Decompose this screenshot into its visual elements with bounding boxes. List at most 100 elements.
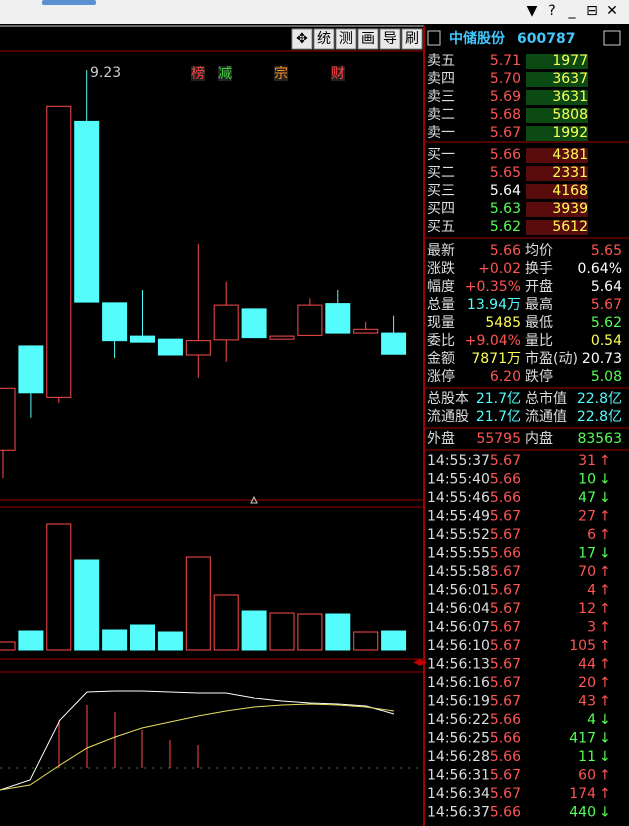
stat-label: 总量 bbox=[427, 297, 455, 313]
book-price: 5.65 bbox=[490, 165, 521, 181]
tick-arrow: ↓ bbox=[599, 546, 611, 562]
stat-value: 5.62 bbox=[591, 315, 622, 331]
tick-time: 14:55:40 bbox=[427, 472, 490, 488]
tick-volume: 4 bbox=[587, 583, 596, 599]
tick-time: 14:56:19 bbox=[427, 694, 490, 710]
book-label: 买二 bbox=[427, 165, 455, 181]
badge[interactable] bbox=[274, 66, 288, 81]
share-label: 流通值 bbox=[525, 409, 567, 425]
badge[interactable] bbox=[191, 66, 205, 81]
badge-label[interactable]: 财 bbox=[331, 66, 345, 82]
tick-price: 5.67 bbox=[490, 768, 521, 784]
window-control[interactable]: ? bbox=[548, 3, 555, 19]
badge-label[interactable]: 减 bbox=[218, 66, 232, 82]
book-volume: 1992 bbox=[552, 125, 588, 141]
stat-value: 5485 bbox=[485, 315, 521, 331]
tick-volume: 47 bbox=[578, 490, 596, 506]
book-volume: 1977 bbox=[552, 53, 588, 69]
book-bar bbox=[526, 220, 588, 235]
outer-value: 55795 bbox=[476, 431, 521, 447]
tick-volume: 4 bbox=[587, 712, 596, 728]
volume-bar bbox=[74, 559, 100, 651]
badge[interactable] bbox=[331, 66, 345, 81]
tick-price: 5.67 bbox=[490, 453, 521, 469]
stat-value: 20.73 bbox=[582, 351, 622, 367]
tick-time: 14:56:37 bbox=[427, 805, 490, 821]
tick-price: 5.67 bbox=[490, 601, 521, 617]
toolbar-label[interactable]: 测 bbox=[339, 31, 353, 47]
tick-time: 14:56:31 bbox=[427, 768, 490, 784]
book-bar bbox=[526, 166, 588, 181]
tick-volume: 10 bbox=[578, 472, 596, 488]
tick-volume: 17 bbox=[578, 546, 596, 562]
volume-bar bbox=[381, 630, 407, 651]
tick-volume: 417 bbox=[569, 731, 596, 747]
toolbar-button[interactable] bbox=[379, 28, 401, 50]
next-button[interactable] bbox=[603, 30, 621, 46]
resize-handle[interactable] bbox=[250, 495, 258, 504]
tick-time: 14:55:58 bbox=[427, 564, 490, 580]
badge-label[interactable]: 榜 bbox=[191, 65, 205, 82]
stat-label: 量比 bbox=[525, 333, 553, 349]
window-control[interactable]: ✕ bbox=[606, 3, 618, 19]
volume-bar bbox=[18, 630, 44, 651]
tick-time: 14:56:28 bbox=[427, 749, 490, 765]
book-volume: 3637 bbox=[552, 71, 588, 87]
tick-time: 14:55:46 bbox=[427, 490, 490, 506]
book-volume: 2331 bbox=[552, 165, 588, 181]
toolbar-button[interactable] bbox=[291, 28, 313, 50]
book-bar bbox=[526, 72, 588, 87]
candle-body bbox=[269, 335, 295, 340]
window-control[interactable]: ▼ bbox=[527, 3, 538, 19]
badge[interactable] bbox=[218, 66, 232, 81]
tick-arrow: ↑ bbox=[599, 527, 611, 543]
badge-label[interactable]: 宗 bbox=[274, 66, 288, 82]
tick-price: 5.66 bbox=[490, 546, 521, 562]
tick-arrow: ↑ bbox=[599, 453, 611, 469]
toolbar-button[interactable] bbox=[313, 28, 335, 50]
volume-bar bbox=[130, 624, 155, 651]
book-label: 买一 bbox=[427, 147, 455, 163]
book-label: 卖三 bbox=[427, 89, 455, 105]
volume-bar bbox=[325, 613, 351, 651]
stat-value: 5.67 bbox=[591, 297, 622, 313]
toolbar-label[interactable]: 刷 bbox=[405, 31, 419, 47]
book-bar bbox=[526, 148, 588, 163]
candle-body bbox=[157, 338, 183, 356]
book-label: 卖一 bbox=[427, 125, 455, 141]
tick-volume: 12 bbox=[578, 601, 596, 617]
tick-arrow: ↑ bbox=[599, 564, 611, 580]
stat-value: 5.64 bbox=[591, 279, 622, 295]
window-control[interactable]: ⊟ bbox=[586, 3, 598, 19]
stat-value: 5.66 bbox=[490, 243, 521, 259]
quote-header bbox=[425, 28, 629, 50]
toolbar-label[interactable]: 统 bbox=[317, 31, 331, 47]
toolbar-button[interactable] bbox=[335, 28, 357, 50]
tick-price: 5.66 bbox=[490, 805, 521, 821]
volume-bar bbox=[241, 610, 267, 651]
stat-label: 市盈(动) bbox=[525, 350, 578, 367]
window-control[interactable]: _ bbox=[568, 3, 577, 19]
book-price: 5.64 bbox=[490, 183, 521, 199]
tick-arrow: ↑ bbox=[599, 638, 611, 654]
volume-bar bbox=[157, 631, 183, 651]
tick-price: 5.66 bbox=[490, 712, 521, 728]
tick-arrow: ↑ bbox=[599, 601, 611, 617]
book-bar bbox=[526, 184, 588, 199]
stat-label: 开盘 bbox=[525, 278, 553, 295]
book-bar bbox=[526, 108, 588, 123]
toolbar-button[interactable] bbox=[357, 28, 379, 50]
scroll-arrows[interactable]: ◂▸ bbox=[413, 654, 427, 670]
stat-value: +0.35% bbox=[465, 279, 521, 295]
toolbar-label[interactable]: 画 bbox=[361, 31, 375, 47]
prev-button[interactable] bbox=[427, 30, 441, 46]
tick-price: 5.66 bbox=[490, 490, 521, 506]
tick-price: 5.67 bbox=[490, 694, 521, 710]
toolbar-label[interactable]: ✥ bbox=[296, 31, 308, 47]
book-volume: 3631 bbox=[552, 89, 588, 105]
toolbar-button[interactable] bbox=[401, 28, 423, 50]
stat-value: 0.54 bbox=[591, 333, 622, 349]
tick-time: 14:56:04 bbox=[427, 601, 490, 617]
toolbar-label[interactable]: 导 bbox=[383, 31, 397, 47]
